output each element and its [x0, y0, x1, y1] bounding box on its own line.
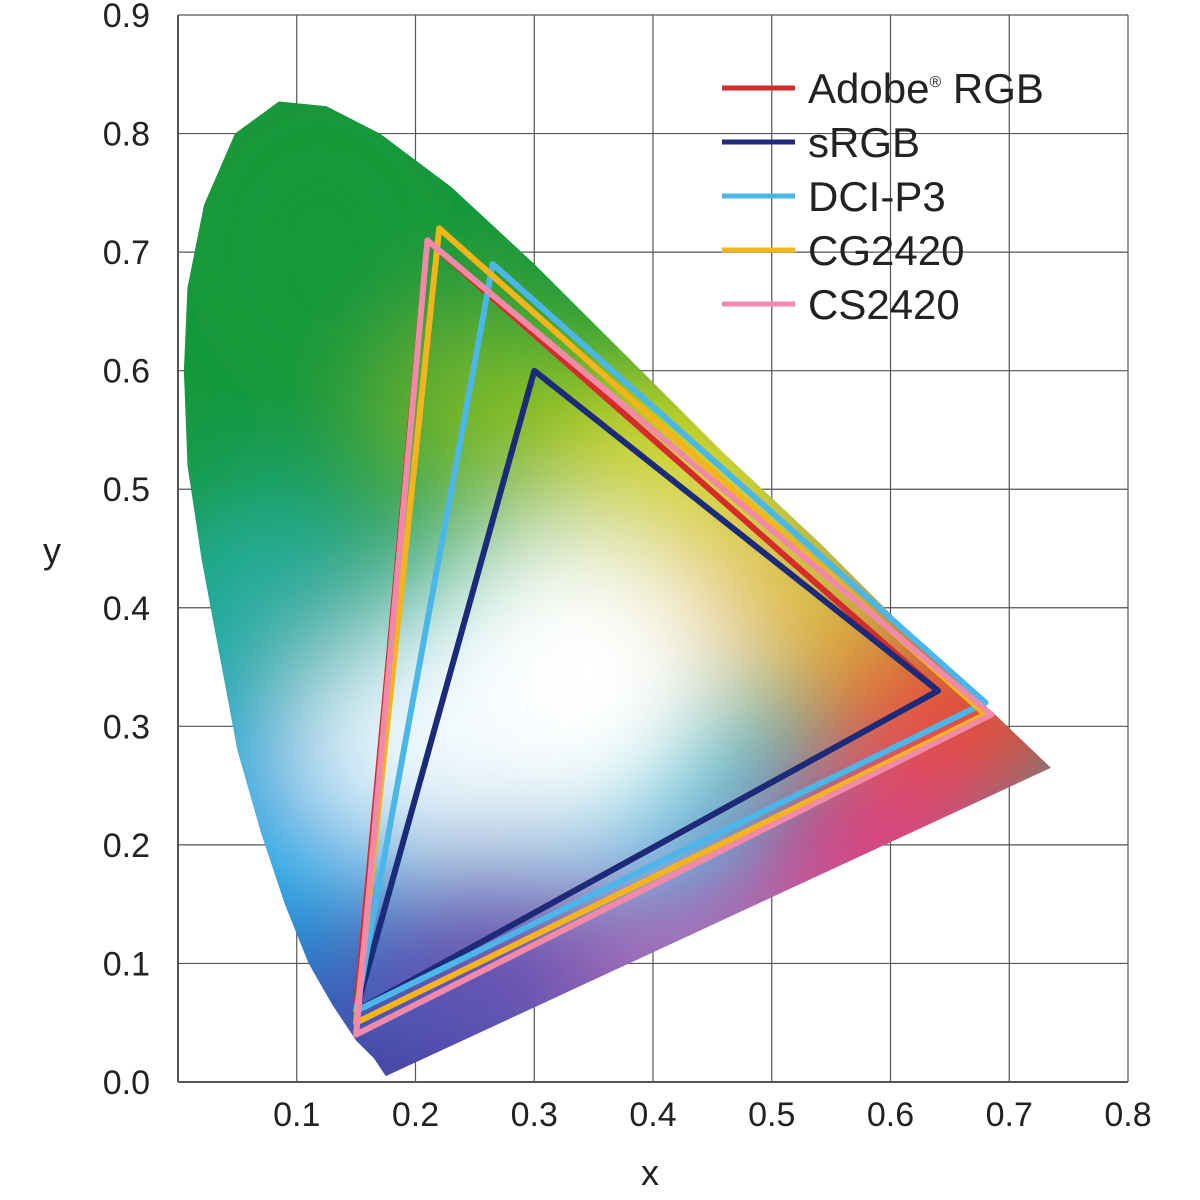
x-tick-label: 0.3	[511, 1096, 558, 1134]
y-tick-label: 0.4	[103, 590, 150, 628]
x-tick-label: 0.7	[986, 1096, 1033, 1134]
y-tick-label: 0.8	[103, 116, 150, 154]
gamut-triangle-cs2420	[353, 237, 995, 1038]
legend-label-rest: RGB	[941, 65, 1044, 112]
y-tick-label: 0.6	[103, 353, 150, 391]
y-tick-label: 0.5	[103, 471, 150, 509]
x-tick-label: 0.2	[392, 1096, 439, 1134]
legend-label: DCI-P3	[808, 173, 946, 220]
legend-label: CG2420	[808, 227, 964, 274]
legend-label: sRGB	[808, 119, 920, 166]
color-blob	[736, 758, 997, 979]
y-tick-label: 0.3	[103, 708, 150, 746]
y-axis-label: y	[43, 530, 61, 571]
x-tick-label: 0.4	[629, 1096, 676, 1134]
y-tick-label: 0.2	[103, 827, 150, 865]
axis-ticks: 0.1 0.2 0.3 0.4 0.5 0.6 0.7 0.8 0.0 0.1 0.2 0.3 0.4 0…	[103, 0, 1152, 1134]
x-tick-label: 0.5	[748, 1096, 795, 1134]
color-blob	[295, 640, 536, 861]
legend-label-main: Adobe	[808, 65, 929, 112]
gamut-triangles	[353, 225, 995, 1038]
x-tick-label: 0.8	[1104, 1096, 1151, 1134]
gamut-triangle-srgb	[353, 367, 941, 1014]
x-tick-label: 0.1	[273, 1096, 320, 1134]
y-tick-label: 0.0	[103, 1064, 150, 1102]
legend-label-sup: ®	[929, 74, 941, 91]
gamut-triangle-cg2420	[353, 225, 989, 1026]
gamut-triangle-dci-p3	[353, 261, 989, 1014]
y-tick-label: 0.1	[103, 945, 150, 983]
legend: Adobe® RGB sRGB DCI-P3 CG2420 CS2420	[722, 65, 1044, 328]
x-tick-label: 0.6	[867, 1096, 914, 1134]
legend-label: CS2420	[808, 281, 960, 328]
x-axis-label: x	[641, 1152, 659, 1193]
y-tick-label: 0.7	[103, 234, 150, 272]
y-tick-label: 0.9	[103, 0, 150, 35]
legend-label: Adobe® RGB	[808, 65, 1044, 112]
